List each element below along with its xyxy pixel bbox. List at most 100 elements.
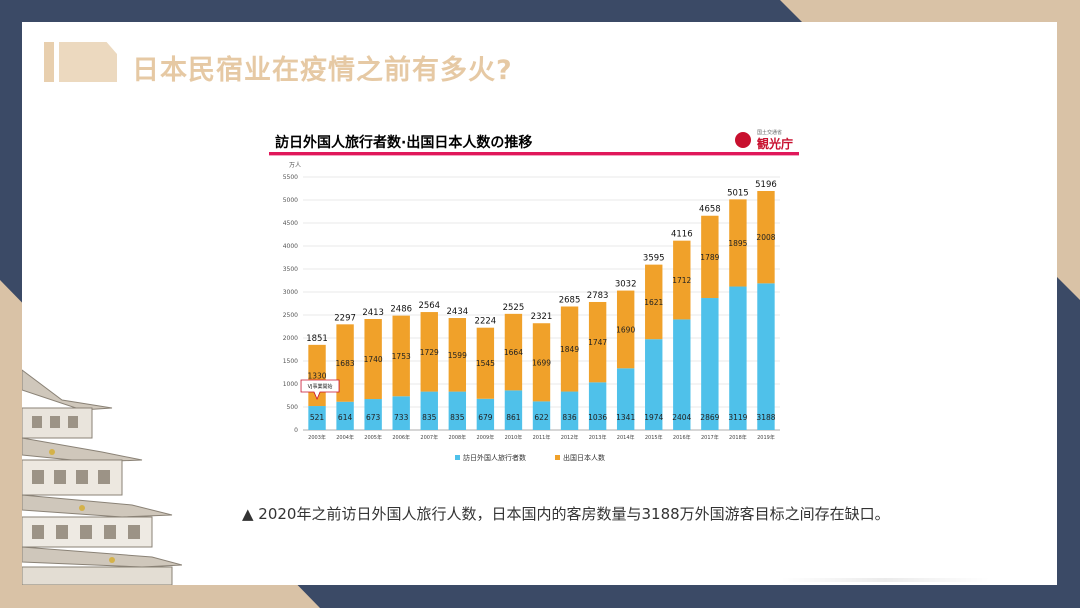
y-tick-label: 0 bbox=[294, 427, 298, 434]
bar-outbound bbox=[701, 215, 719, 299]
callout-box bbox=[300, 379, 340, 401]
data-label-total: 1851 bbox=[306, 334, 328, 344]
y-tick-label: 3500 bbox=[283, 266, 298, 273]
data-label-outbound: 1683 bbox=[336, 359, 355, 368]
x-tick-label: 2018年 bbox=[729, 434, 747, 441]
x-tick-label: 2008年 bbox=[448, 434, 466, 441]
bar-visitors bbox=[701, 298, 719, 430]
y-tick-label: 5500 bbox=[283, 174, 298, 181]
data-label-outbound: 1740 bbox=[364, 355, 383, 364]
data-label-outbound: 1849 bbox=[560, 345, 579, 354]
x-tick-label: 2016年 bbox=[673, 434, 691, 441]
data-label-total: 2486 bbox=[390, 305, 412, 315]
x-tick-label: 2019年 bbox=[757, 434, 775, 441]
data-label-outbound: 1699 bbox=[532, 358, 551, 367]
y-tick-label: 2500 bbox=[283, 312, 298, 319]
data-label-outbound: 1545 bbox=[476, 359, 495, 368]
data-label-total: 4116 bbox=[671, 230, 693, 240]
data-label-outbound: 1330 bbox=[307, 371, 326, 380]
chart-title-underline-light bbox=[269, 155, 799, 156]
data-label-visitors: 835 bbox=[422, 413, 437, 422]
agency-logo-mark bbox=[735, 132, 751, 148]
data-label-outbound: 1690 bbox=[616, 325, 635, 334]
data-label-outbound: 2008 bbox=[756, 233, 775, 242]
data-label-outbound: 1599 bbox=[448, 351, 467, 360]
y-tick-label: 5000 bbox=[283, 197, 298, 204]
x-tick-label: 2010年 bbox=[505, 434, 523, 441]
bar-visitors bbox=[560, 391, 579, 430]
x-tick-label: 2012年 bbox=[561, 434, 579, 441]
data-label-total: 2224 bbox=[475, 317, 497, 327]
bar-outbound bbox=[645, 264, 663, 340]
x-tick-label: 2007年 bbox=[420, 434, 438, 441]
callout-label: VJ事業開始 bbox=[308, 383, 333, 390]
bar-outbound bbox=[420, 312, 438, 392]
data-label-total: 2685 bbox=[559, 295, 581, 305]
bar-visitors bbox=[476, 398, 495, 430]
bar-visitors bbox=[532, 401, 551, 430]
data-label-total: 2413 bbox=[362, 308, 384, 318]
chart-panel: 訪日外国人旅行者数·出国日本人数の推移 国土交通省 観光庁 万人 0 500 1000… bbox=[265, 122, 810, 474]
y-tick-label: 1500 bbox=[283, 358, 298, 365]
x-tick-label: 2004年 bbox=[336, 434, 354, 441]
title-accent-tab bbox=[59, 42, 117, 82]
data-label-outbound: 1664 bbox=[504, 348, 523, 357]
bar-outbound bbox=[673, 240, 691, 320]
data-label-visitors: 614 bbox=[338, 413, 353, 422]
data-label-outbound: 1621 bbox=[644, 298, 663, 307]
stacked-bar-chart: 万人 0 500 1000 1500 2000 2500 3000 3500 4000 4500 50… bbox=[283, 162, 780, 462]
x-tick-label: 2013年 bbox=[589, 434, 607, 441]
data-label-visitors: 861 bbox=[506, 413, 521, 422]
data-label-visitors: 679 bbox=[478, 413, 493, 422]
page-title: 日本民宿业在疫情之前有多火? bbox=[132, 55, 513, 86]
bar-visitors bbox=[392, 396, 410, 430]
x-tick-label: 2014年 bbox=[617, 434, 635, 441]
y-tick-label: 4500 bbox=[283, 220, 298, 227]
data-label-visitors: 835 bbox=[450, 413, 465, 422]
bar-visitors bbox=[448, 391, 467, 430]
data-label-total: 3032 bbox=[615, 280, 637, 290]
data-label-visitors: 1036 bbox=[588, 413, 607, 422]
data-label-total: 3595 bbox=[643, 254, 665, 264]
data-label-outbound: 1747 bbox=[588, 338, 607, 347]
bar-visitors bbox=[757, 283, 775, 430]
x-tick-label: 2009年 bbox=[477, 434, 495, 441]
data-label-total: 2297 bbox=[334, 313, 356, 323]
bar-outbound bbox=[336, 324, 354, 402]
data-label-total: 2783 bbox=[587, 291, 609, 301]
bar-visitors bbox=[504, 390, 523, 430]
bar-visitors bbox=[420, 391, 438, 430]
legend-swatch-visitors bbox=[455, 455, 460, 460]
x-tick-label: 2005年 bbox=[364, 434, 382, 441]
slide-card bbox=[22, 22, 1057, 585]
bar-outbound bbox=[757, 190, 775, 284]
bar-outbound bbox=[532, 323, 551, 402]
bar-visitors bbox=[336, 401, 354, 430]
data-label-outbound: 1753 bbox=[392, 352, 411, 361]
data-label-outbound: 1729 bbox=[420, 348, 439, 357]
data-label-total: 2525 bbox=[503, 303, 525, 313]
bar-visitors bbox=[673, 319, 691, 430]
agency-logo-subtext: 国土交通省 bbox=[757, 130, 783, 136]
bar-visitors bbox=[588, 382, 607, 430]
legend-swatch-outbound bbox=[555, 455, 560, 460]
data-label-visitors: 733 bbox=[394, 413, 409, 422]
bar-outbound bbox=[560, 306, 579, 392]
data-label-total: 2321 bbox=[531, 312, 553, 322]
data-label-visitors: 622 bbox=[534, 413, 549, 422]
bar-outbound bbox=[729, 199, 747, 287]
data-label-visitors: 1974 bbox=[644, 413, 663, 422]
bar-outbound bbox=[504, 313, 523, 391]
bar-visitors bbox=[645, 339, 663, 430]
legend-label-visitors: 訪日外国人旅行者数 bbox=[463, 453, 526, 462]
data-label-total: 4658 bbox=[699, 205, 721, 215]
x-tick-label: 2015年 bbox=[645, 434, 663, 441]
bar-visitors bbox=[308, 406, 326, 430]
x-tick-label: 2006年 bbox=[392, 434, 410, 441]
bar-outbound bbox=[448, 318, 467, 392]
chart-title-underline bbox=[269, 152, 799, 155]
bar-visitors bbox=[364, 399, 382, 430]
bar-visitors bbox=[729, 286, 747, 430]
y-tick-label: 3000 bbox=[283, 289, 298, 296]
data-label-outbound: 1895 bbox=[728, 239, 747, 248]
